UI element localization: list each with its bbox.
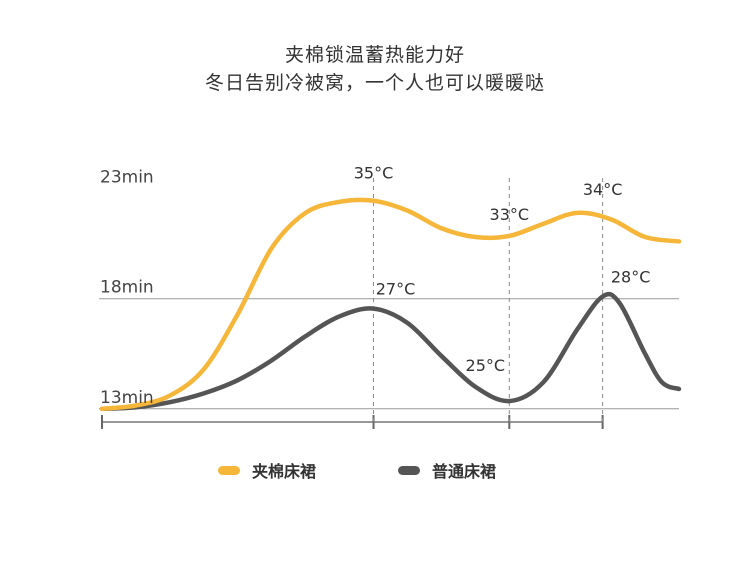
y-tick-label-2: 18min xyxy=(100,278,154,298)
y-tick-label-1: 23min xyxy=(100,168,154,188)
legend-swatch-cotton xyxy=(218,465,240,475)
data-label-regular-1: 27°C xyxy=(376,280,416,299)
legend-label-regular: 普通床裙 xyxy=(432,462,497,481)
series-line-regular xyxy=(99,291,682,412)
data-label-cotton-2: 33°C xyxy=(490,205,530,224)
series-line-cotton xyxy=(99,197,682,412)
chart-title-line2: 冬日告别冷被窝，一个人也可以暖暖哒 xyxy=(204,72,545,94)
legend-label-cotton: 夹棉床裙 xyxy=(252,462,317,481)
data-label-cotton-3: 34°C xyxy=(583,180,623,199)
legend-swatch-regular xyxy=(398,465,420,475)
grid-layer xyxy=(99,298,679,429)
data-label-regular-3: 28°C xyxy=(611,267,651,286)
label-layer: 23min 18min 13min 35°C 33°C 34°C 27°C 25°C 28°C xyxy=(100,164,650,408)
data-label-cotton-1: 35°C xyxy=(354,164,394,183)
legend-item-regular: 普通床裙 xyxy=(398,458,496,482)
data-label-regular-2: 25°C xyxy=(466,356,506,375)
chart-title-line1: 夹棉锁温蓄热能力好 xyxy=(284,44,465,66)
y-tick-label-3: 13min xyxy=(100,388,154,408)
legend-item-cotton: 夹棉床裙 xyxy=(218,458,316,482)
series-layer xyxy=(99,197,682,412)
